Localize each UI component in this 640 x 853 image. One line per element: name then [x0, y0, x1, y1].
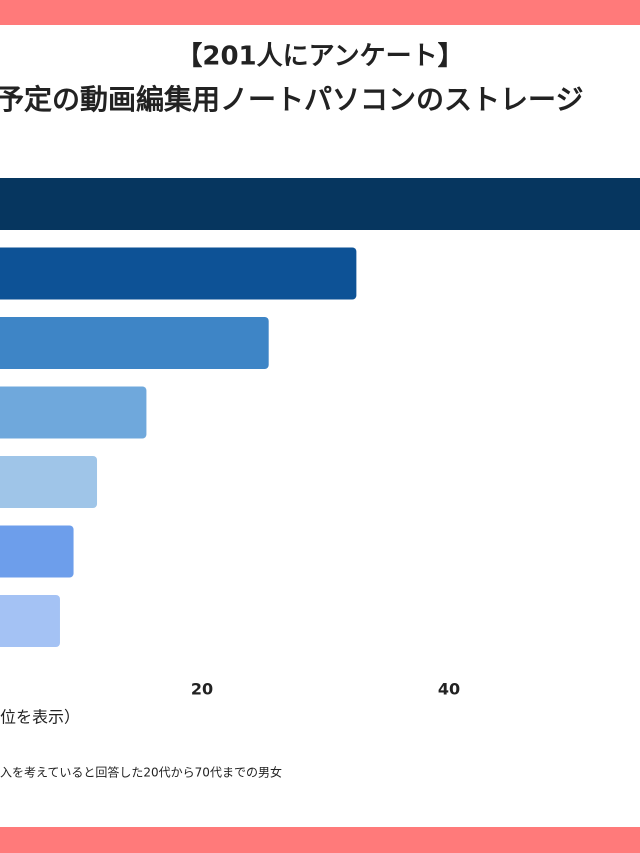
chart-title: 【201人にアンケート】: [176, 42, 463, 72]
bottom-band: [0, 827, 640, 853]
x-tick-label: 20: [191, 680, 213, 699]
top-band: [0, 0, 640, 25]
bar: [0, 386, 147, 439]
bar: [0, 178, 640, 230]
bar: [0, 317, 269, 369]
bar: [0, 247, 357, 300]
x-tick-label: 40: [438, 680, 460, 699]
note: 入を考えていると回答した20代から70代までの男女: [0, 765, 282, 780]
note: 位を表示）: [0, 708, 80, 727]
bar: [0, 525, 74, 578]
chart-subtitle: 予定の動画編集用ノートパソコンのストレージ: [0, 83, 583, 116]
bar: [0, 456, 98, 508]
bar: [0, 595, 60, 647]
